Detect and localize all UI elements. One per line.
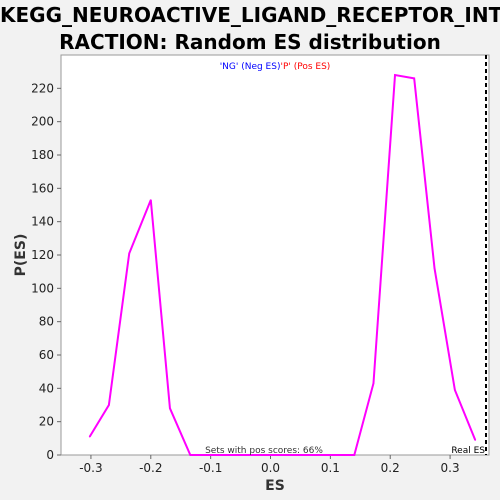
data-point [353, 454, 356, 456]
chart-title-line-1: KEGG_NEUROACTIVE_LIGAND_RECEPTOR_INTE [0, 3, 500, 27]
x-tick-label: -0.1 [199, 461, 222, 475]
legend: 'NG' (Neg ES)'P' (Pos ES) [220, 62, 331, 72]
y-tick-label: 100 [31, 281, 54, 295]
data-point [293, 454, 296, 456]
y-tick-label: 220 [31, 81, 54, 95]
data-point [433, 267, 436, 270]
legend-pos-es: 'P' (Pos ES) [280, 62, 330, 72]
data-point [454, 389, 456, 391]
real-es-label: Real ES [451, 446, 485, 456]
chart-title: KEGG_NEUROACTIVE_LIGAND_RECEPTOR_INTE RA… [0, 2, 500, 56]
y-tick-label: 20 [39, 415, 54, 429]
data-point [149, 199, 152, 201]
y-tick-label: 0 [46, 448, 54, 462]
y-tick-label: 180 [31, 148, 54, 162]
series-line [88, 73, 477, 456]
chart-title-line-2: RACTION: Random ES distribution [59, 30, 441, 54]
legend-neg-es: 'NG' (Neg ES) [220, 62, 281, 72]
x-axis-ticks: -0.3 -0.2 -0.1 0.0 0.1 0.2 0.3 [79, 455, 460, 475]
pos-scores-annotation: Sets with pos scores: 66% [205, 446, 323, 456]
data-point [88, 435, 91, 438]
y-axis-ticks: 0 20 40 60 80 100 120 140 160 180 200 220 [31, 81, 61, 462]
x-tick-label: 0.0 [261, 461, 280, 475]
x-tick-label: -0.2 [139, 461, 162, 475]
data-point [413, 77, 415, 80]
y-tick-label: 80 [39, 315, 54, 329]
y-tick-label: 140 [31, 215, 54, 229]
data-point [189, 454, 192, 456]
y-tick-label: 200 [31, 115, 54, 129]
data-point [251, 454, 254, 456]
y-tick-label: 160 [31, 181, 54, 195]
data-point [108, 404, 110, 406]
series-group [88, 73, 477, 456]
x-tick-label: 0.3 [441, 461, 460, 475]
y-tick-label: 40 [39, 381, 54, 395]
data-point [474, 439, 477, 441]
data-point [314, 454, 317, 456]
y-tick-label: 60 [39, 348, 54, 362]
y-tick-label: 120 [31, 248, 54, 262]
data-point [230, 454, 232, 456]
y-axis-label: P(ES) [13, 234, 29, 277]
data-point [394, 74, 396, 76]
data-point [372, 382, 375, 385]
x-tick-label: 0.2 [381, 461, 400, 475]
data-point [169, 407, 171, 410]
x-axis-label: ES [265, 478, 285, 494]
plot-area [60, 54, 490, 456]
data-point [335, 454, 338, 456]
data-point [128, 252, 131, 255]
x-tick-label: 0.1 [321, 461, 340, 475]
x-tick-label: -0.3 [79, 461, 102, 475]
data-point [209, 454, 212, 456]
data-point [272, 454, 275, 456]
